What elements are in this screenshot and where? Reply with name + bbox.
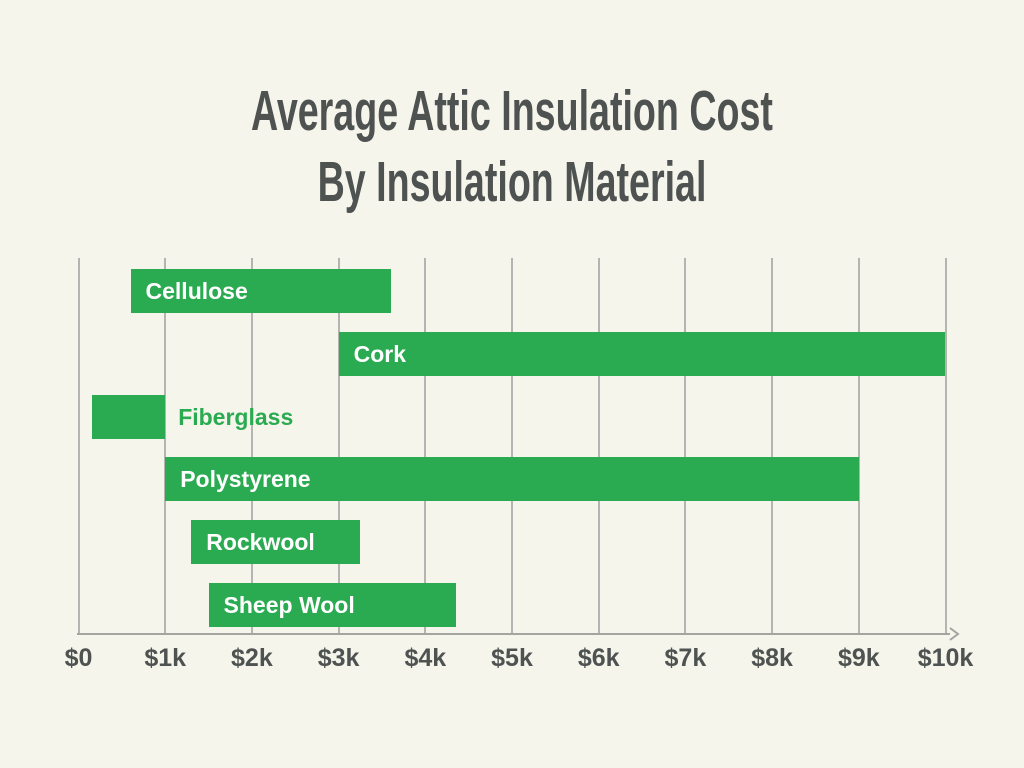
x-tick-label-10k: $10k [917,644,974,672]
x-tick-label-8k: $8k [751,644,793,672]
x-axis-line [77,633,950,635]
x-tick-label-6k: $6k [577,644,620,672]
cost-bar-fiberglass [91,394,166,439]
cost-bar-polystyrene [165,457,859,502]
cost-bar-sheep-wool [208,583,456,627]
x-gridline-0 [77,258,80,633]
chart-title-line-1: Average Attic Insulation Cost [251,79,773,143]
x-gridline-10k [944,258,947,633]
x-gridline-2k [250,258,253,633]
x-gridline-6k [597,258,600,633]
x-gridline-9k [857,258,860,633]
bar-label-rockwool: Rockwool [206,529,315,556]
x-gridline-8k [771,258,774,633]
bar-label-fiberglass: Fiberglass [178,403,294,430]
chart-title: Average Attic Insulation Cost By Insulat… [0,76,1024,218]
cost-bar-cellulose [130,269,391,313]
bar-label-sheep-wool: Sheep Wool [223,592,355,618]
axis-arrow-icon [948,626,962,647]
x-gridline-1k [164,258,167,633]
x-tick-label-5k: $5k [491,644,533,672]
bar-label-polystyrene: Polystyrene [180,466,311,493]
x-tick-label-7k: $7k [664,644,707,672]
x-tick-label-4k: $4k [404,644,447,672]
x-tick-label-2k: $2k [231,644,273,672]
x-gridline-4k [424,258,427,633]
x-tick-label-0: $0 [64,644,93,672]
bar-label-cork: Cork [353,340,406,367]
bar-label-cellulose: Cellulose [145,278,248,304]
x-gridline-3k [337,258,340,633]
cost-bar-rockwool [191,520,361,565]
x-tick-label-1k: $1k [144,644,187,672]
chart-title-line-2: By Insulation Material [317,150,707,214]
x-gridline-5k [511,258,513,633]
cost-bar-cork [338,331,946,376]
x-tick-label-3k: $3k [317,644,360,672]
x-tick-label-9k: $9k [837,644,880,672]
x-gridline-7k [684,258,687,633]
